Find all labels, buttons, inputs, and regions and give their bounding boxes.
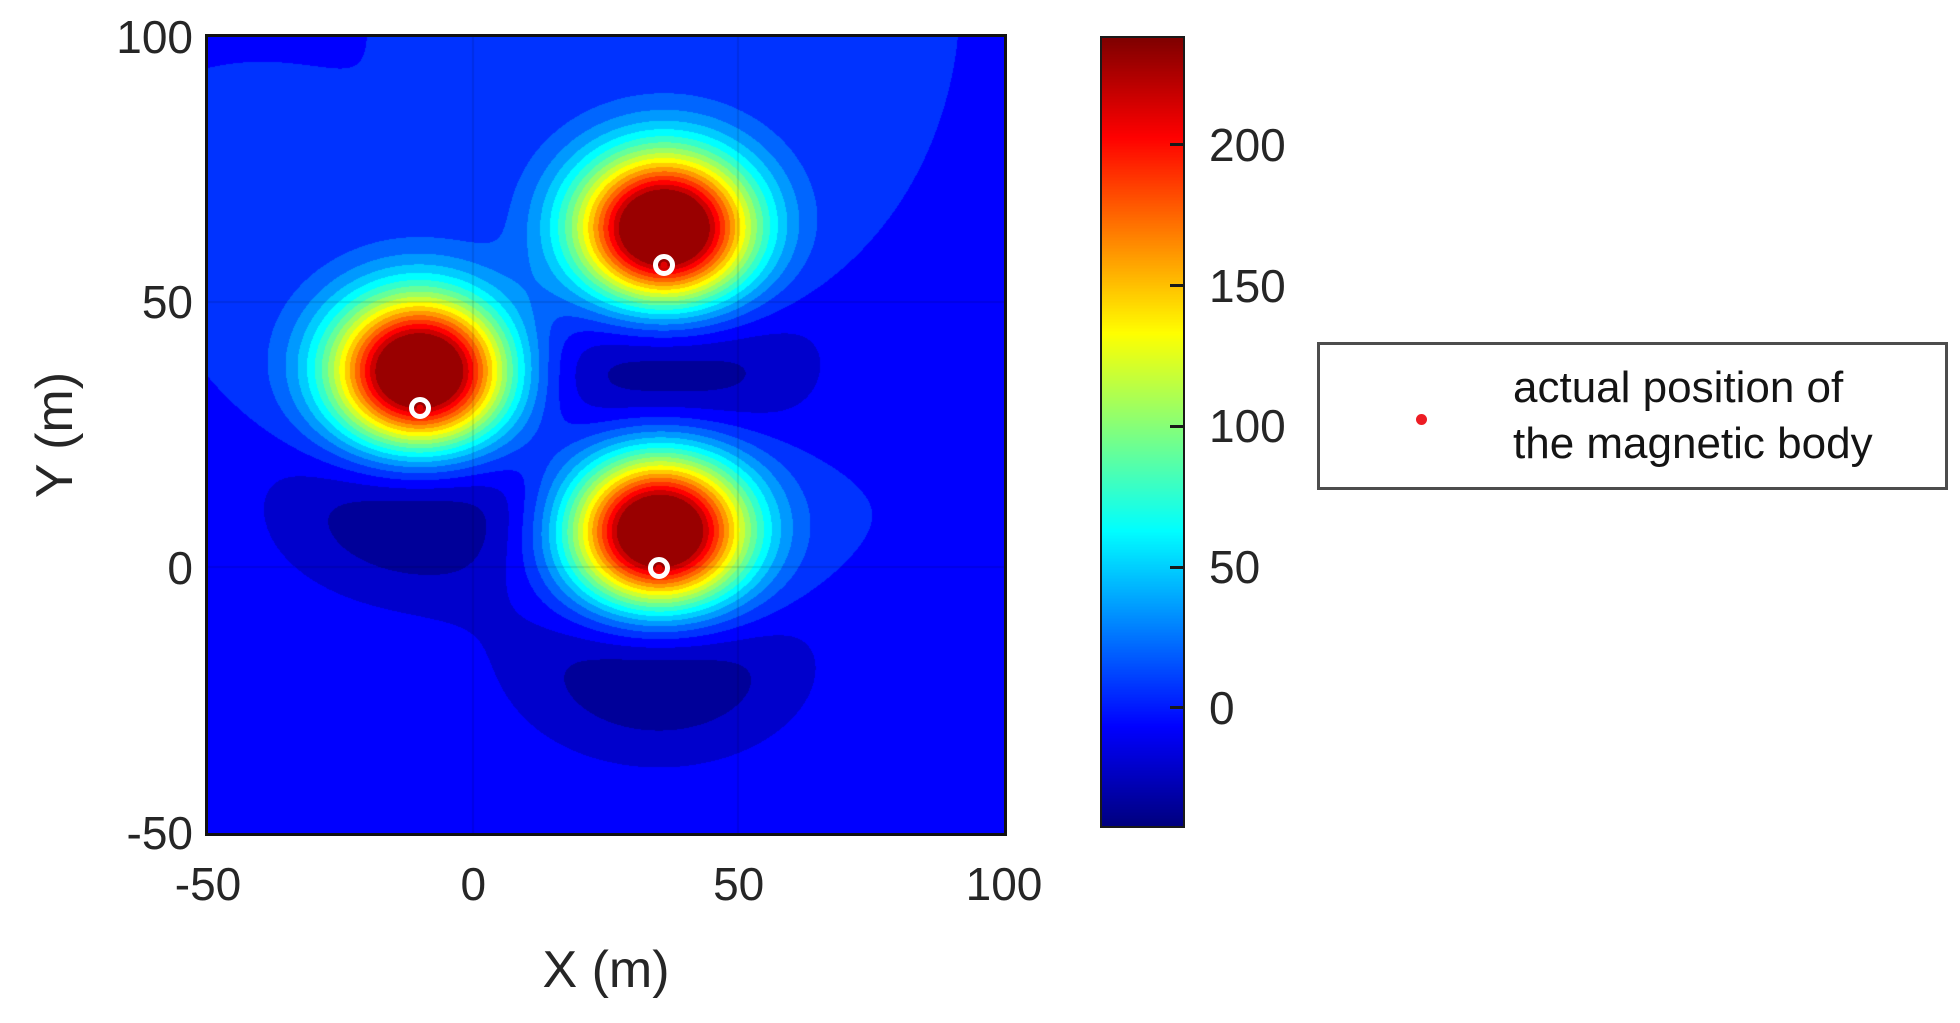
x-axis-label: X (m): [542, 941, 670, 999]
colorbar-tick-label: 100: [1209, 400, 1286, 453]
legend-label-line1: actual position of: [1513, 363, 1844, 412]
colorbar-canvas: [1102, 38, 1183, 826]
y-tick-label: 100: [116, 11, 193, 63]
x-tick-label: 100: [965, 858, 1043, 910]
y-tick-label: 0: [167, 541, 193, 594]
legend-label: actual position of the magnetic body: [1513, 360, 1873, 472]
colorbar-tick: [1170, 424, 1183, 428]
colorbar-tick: [1170, 284, 1183, 288]
colorbar-tick-label: 0: [1209, 681, 1235, 734]
colorbar-tick: [1170, 143, 1183, 147]
y-tick-label: 50: [141, 276, 193, 329]
x-tick-label: -50: [174, 858, 242, 910]
contour-field-canvas: [208, 37, 1004, 833]
colorbar-tick-label: 150: [1209, 259, 1286, 312]
y-tick-label: -50: [126, 807, 193, 859]
y-axis-label: Y (m): [26, 371, 84, 499]
legend-label-line2: the magnetic body: [1513, 419, 1873, 468]
legend-marker-dot: [1416, 414, 1427, 425]
colorbar-tick-label: 200: [1209, 118, 1286, 171]
colorbar-tick: [1170, 565, 1183, 569]
colorbar-tick: [1170, 706, 1183, 710]
x-tick-label: 0: [460, 858, 487, 910]
colorbar-tick-label: 50: [1209, 541, 1261, 594]
legend: actual position of the magnetic body: [1317, 342, 1948, 490]
x-tick-label: 50: [713, 858, 765, 910]
